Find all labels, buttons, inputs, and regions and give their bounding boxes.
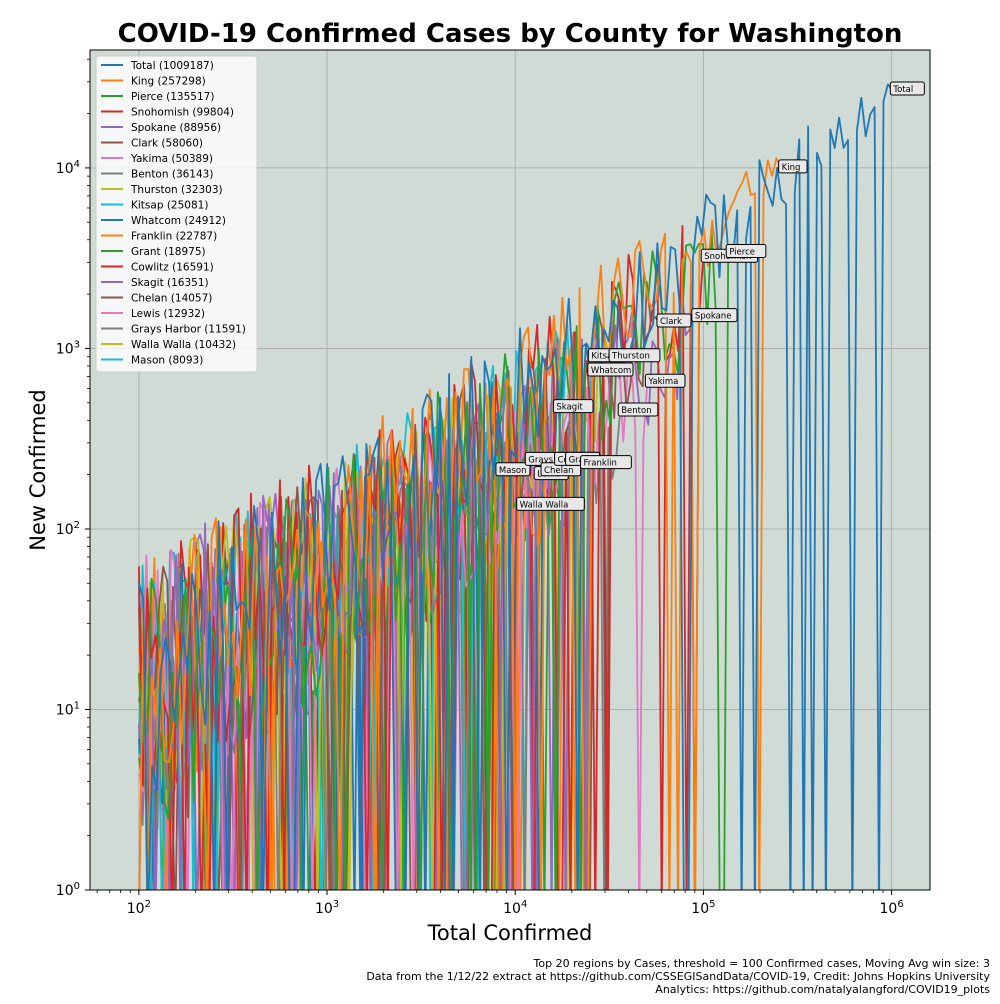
legend-entry: Total (1009187) [101,60,214,72]
y-tick-label: 104 [56,159,80,177]
legend-label: Whatcom (24912) [131,215,226,227]
legend-label: Lewis (12932) [131,308,205,320]
svg-text:King: King [782,163,801,173]
svg-text:Mason: Mason [499,466,527,476]
legend-label: Mason (8093) [131,355,203,367]
legend-entry: Cowlitz (16591) [101,262,214,274]
series-end-label-skagit: Skagit [552,399,594,414]
series-end-label-whatcom: Whatcom [587,362,634,377]
legend-label: Kitsap (25081) [131,200,208,212]
svg-text:Walla Walla: Walla Walla [520,500,569,510]
chart-title: COVID-19 Confirmed Cases by County for W… [118,19,903,49]
legend-label: Walla Walla (10432) [131,339,236,351]
legend-entry: Lewis (12932) [101,308,205,320]
legend-label: Benton (36143) [131,169,213,181]
legend-label: Total (1009187) [130,60,214,72]
legend-label: King (257298) [131,76,206,88]
x-tick-label: 103 [315,899,339,917]
series-end-label-clark: Clark [656,313,692,328]
series-end-label-franklin: Franklin [580,455,632,470]
legend-entry: Walla Walla (10432) [101,339,236,351]
legend-entry: Skagit (16351) [101,277,209,289]
legend-entry: Kitsap (25081) [101,200,208,212]
svg-text:Franklin: Franklin [584,459,617,469]
svg-text:Thurston: Thurston [611,352,650,362]
series-line-total [138,83,894,890]
legend-label: Yakima (50389) [130,153,213,165]
legend-label: Franklin (22787) [131,231,217,243]
y-tick-label: 100 [56,881,80,899]
series-end-label-pierce: Pierce [725,243,767,258]
legend-entry: Thurston (32303) [101,184,223,196]
series-end-label-yakima: Yakima [644,373,686,388]
legend-label: Clark (58060) [131,138,203,150]
series-end-label-spokane: Spokane [691,308,738,323]
legend-entry: Snohomish (99804) [101,107,234,119]
y-tick-label: 103 [56,339,80,357]
legend-entry: Franklin (22787) [101,231,217,243]
tick-layer: 102 103 104 105 106 100 101 102 103 104 [56,58,904,917]
svg-text:Whatcom: Whatcom [591,366,632,376]
legend-label: Cowlitz (16591) [131,262,214,274]
series-end-label-thurston: Thurston [608,348,661,363]
legend-entry: Mason (8093) [101,355,203,367]
y-tick-label: 101 [56,700,80,718]
legend-entry: Whatcom (24912) [101,215,226,227]
svg-text:Total: Total [892,85,913,95]
svg-text:Yakima: Yakima [647,377,678,387]
series-end-label-total: Total [889,81,925,96]
legend-entry: Chelan (14057) [101,293,212,305]
x-tick-label: 104 [503,899,527,917]
series-end-label-mason: Mason [495,462,531,477]
x-tick-label: 105 [691,899,715,917]
x-tick-label: 102 [127,899,151,917]
x-axis-label: Total Confirmed [427,921,593,945]
footer-analytics-credit: Analytics: https://github.com/natalyalan… [655,983,990,996]
legend-box [95,55,258,373]
legend-entry: Yakima (50389) [101,153,213,165]
legend-label: Spokane (88956) [131,122,221,134]
svg-text:Spokane: Spokane [695,312,732,322]
legend-entry: King (257298) [101,76,206,88]
legend-label: Grays Harbor (11591) [131,324,246,336]
footer-threshold-note: Top 20 regions by Cases, threshold = 100… [533,957,990,970]
series-line-pierce [138,227,730,890]
legend-entry: Spokane (88956) [101,122,221,134]
series-line-king [138,157,782,890]
legend-entry: Clark (58060) [101,138,203,150]
svg-text:Clark: Clark [660,317,682,327]
x-tick-label: 106 [879,899,903,917]
legend-entry: Benton (36143) [101,169,213,181]
series-layer [138,83,894,890]
series-end-label-walla-walla: Walla Walla [516,496,585,511]
y-axis-label: New Confirmed [26,389,50,551]
legend-entry: Grant (18975) [101,246,206,258]
y-tick-label: 102 [56,520,80,538]
svg-text:Chelan: Chelan [544,466,574,476]
svg-text:Benton: Benton [621,406,651,416]
svg-text:Kitsap: Kitsap [591,352,617,362]
series-end-label-benton: Benton [617,402,659,417]
legend-entry: Pierce (135517) [101,91,214,103]
legend-label: Pierce (135517) [131,91,214,103]
svg-text:Pierce: Pierce [729,247,755,257]
legend-label: Chelan (14057) [131,293,212,305]
legend: Total (1009187) King (257298) Pierce (1355… [95,55,258,373]
legend-entry: Grays Harbor (11591) [101,324,246,336]
legend-label: Grant (18975) [131,246,206,258]
legend-label: Skagit (16351) [131,277,209,289]
plot-frame [89,49,931,891]
legend-label: Thurston (32303) [130,184,223,196]
series-end-label-king: King [778,159,808,174]
svg-text:Skagit: Skagit [556,403,583,413]
footer-data-source: Data from the 1/12/22 extract at https:/… [366,970,990,983]
legend-label: Snohomish (99804) [131,107,234,119]
